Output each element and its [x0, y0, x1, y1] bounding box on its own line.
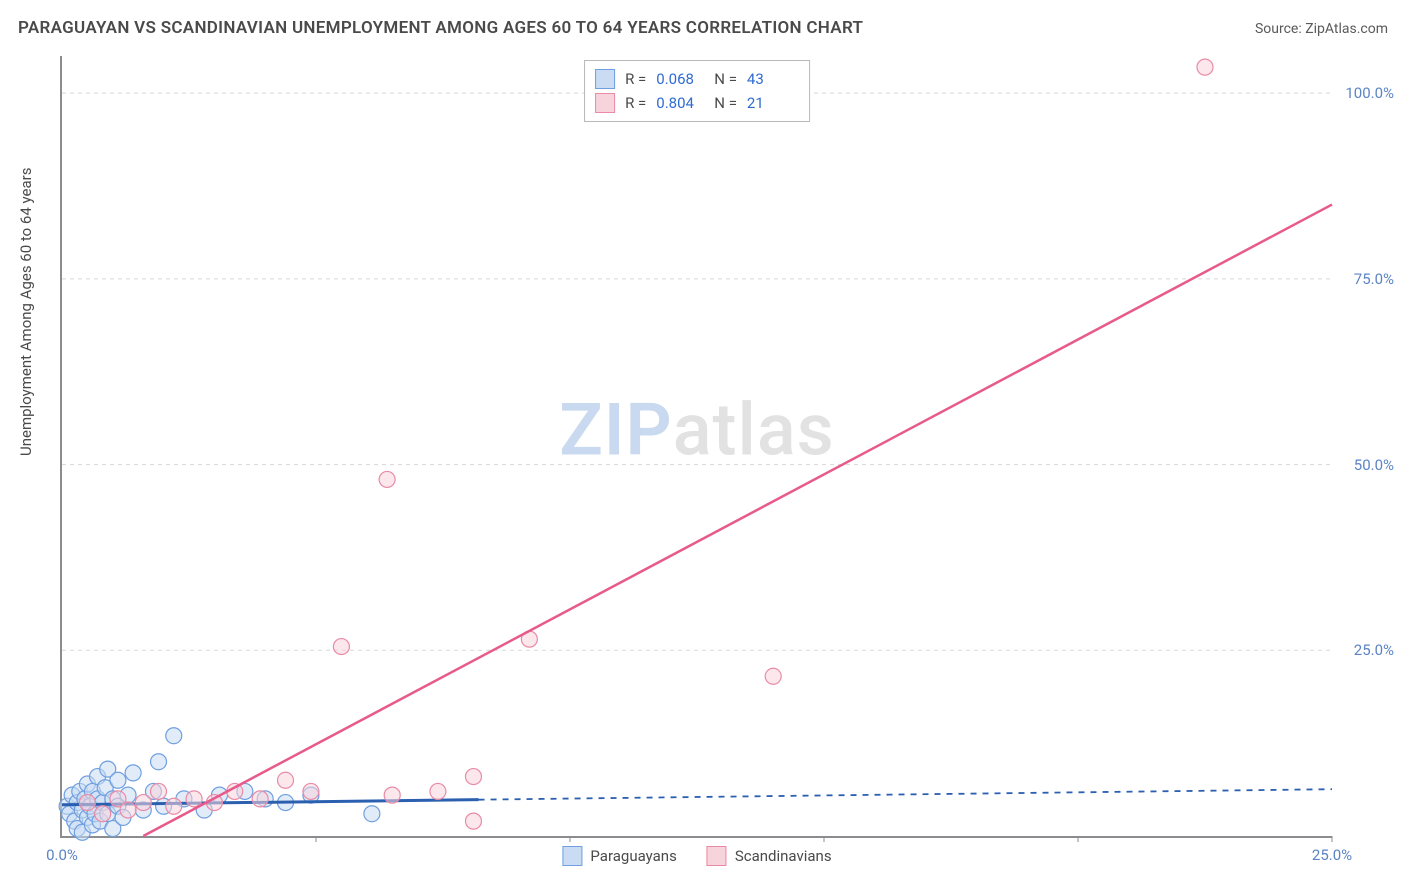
legend-swatch-pink [707, 846, 727, 866]
data-point [186, 791, 202, 807]
legend-stats-row: R =0.804 N =21 [595, 91, 795, 115]
data-point [95, 806, 111, 822]
chart-title: PARAGUAYAN VS SCANDINAVIAN UNEMPLOYMENT … [18, 18, 863, 38]
legend-swatch-blue [562, 846, 582, 866]
y-tick-label: 100.0% [1338, 84, 1394, 102]
legend-stats-row: R =0.068 N =43 [595, 67, 795, 91]
legend-item: Scandinavians [707, 846, 832, 866]
y-tick-label: 25.0% [1338, 641, 1394, 659]
data-point [110, 772, 126, 788]
legend-stats: R =0.068 N =43 R =0.804 N =21 [584, 60, 810, 122]
data-point [1197, 59, 1213, 75]
data-point [278, 772, 294, 788]
legend-series: Paraguayans Scandinavians [562, 846, 831, 866]
data-point [151, 783, 167, 799]
legend-swatch-blue [595, 69, 615, 89]
data-point [430, 783, 446, 799]
data-point [125, 765, 141, 781]
data-point [120, 802, 136, 818]
data-point [333, 639, 349, 655]
x-tick-label: 25.0% [1312, 846, 1352, 864]
data-point [166, 728, 182, 744]
y-tick-label: 50.0% [1338, 456, 1394, 474]
legend-label: Scandinavians [735, 847, 832, 865]
data-point [765, 668, 781, 684]
y-axis-label: Unemployment Among Ages 60 to 64 years [17, 168, 35, 456]
chart-container: Unemployment Among Ages 60 to 64 years Z… [46, 56, 1386, 856]
data-point [79, 795, 95, 811]
data-point [465, 769, 481, 785]
data-point [384, 787, 400, 803]
legend-item: Paraguayans [562, 846, 676, 866]
data-point [465, 813, 481, 829]
legend-label: Paraguayans [590, 847, 676, 865]
plot-area: ZIPatlas R =0.068 N =43 R =0.804 N =21 P… [60, 56, 1332, 838]
data-point [252, 791, 268, 807]
legend-swatch-pink [595, 93, 615, 113]
data-point [151, 754, 167, 770]
y-tick-label: 75.0% [1338, 270, 1394, 288]
data-point [364, 806, 380, 822]
source-label: Source: ZipAtlas.com [1255, 21, 1388, 37]
data-point [166, 798, 182, 814]
data-point [303, 783, 319, 799]
x-tick-label: 0.0% [46, 846, 78, 864]
data-point [135, 795, 151, 811]
data-point [379, 471, 395, 487]
data-layer [62, 56, 1332, 836]
